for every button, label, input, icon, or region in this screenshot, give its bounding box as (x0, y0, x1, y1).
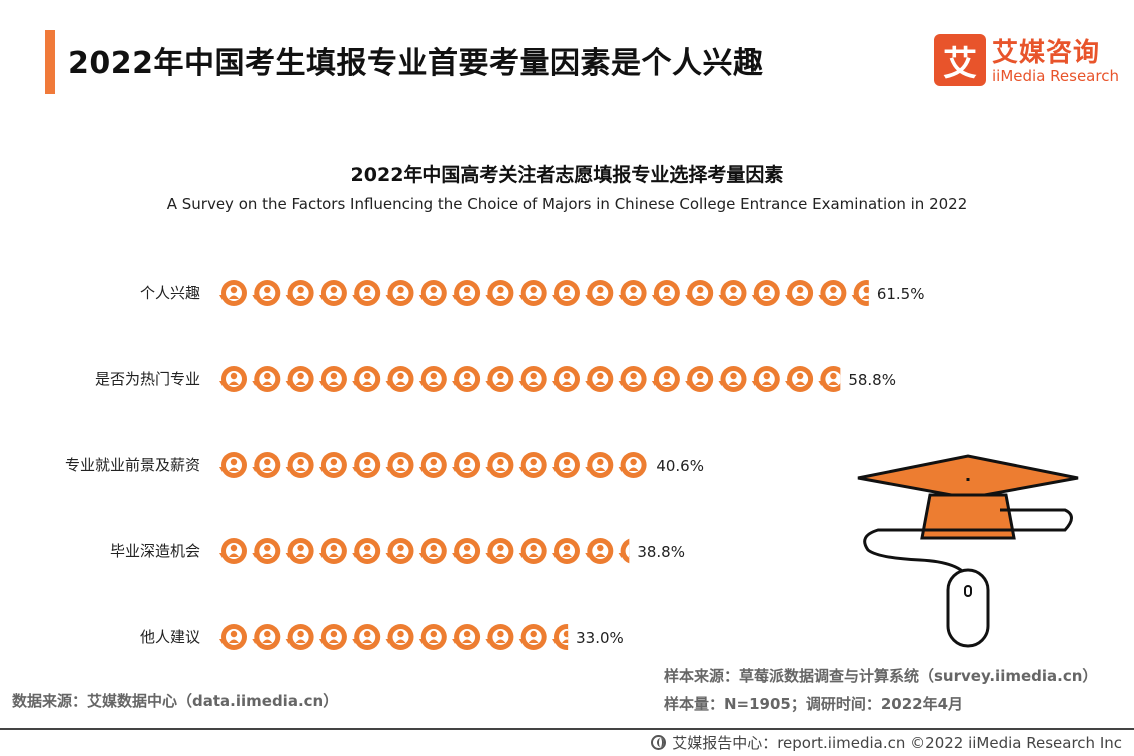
pictogram-bar (219, 366, 841, 392)
footer: 艾媒报告中心：report.iimedia.cn ©2022 iiMedia R… (651, 732, 1122, 753)
title-accent-bar (45, 30, 55, 94)
footer-text: 艾媒报告中心：report.iimedia.cn ©2022 iiMedia R… (672, 734, 1122, 752)
chart-title: 2022年中国高考关注者志愿填报专业选择考量因素 (350, 164, 784, 186)
footer-divider (0, 728, 1134, 730)
value-label: 58.8% (848, 371, 896, 389)
brand-logo: 艾 艾媒咨询 iiMedia Research (934, 34, 1119, 86)
category-label: 专业就业前景及薪资 (65, 456, 200, 474)
data-source-note: 数据来源：艾媒数据中心（data.iimedia.cn） (12, 692, 339, 710)
sample-source-note: 样本来源：草莓派数据调查与计算系统（survey.iimedia.cn） (664, 667, 1098, 685)
value-label: 33.0% (576, 629, 624, 647)
category-label: 是否为热门专业 (95, 370, 200, 388)
globe-icon (651, 735, 667, 750)
pictogram-bar (219, 452, 647, 478)
sample-size-note: 样本量：N=1905；调研时间：2022年4月 (664, 695, 964, 713)
page-title: 2022年中国考生填报专业首要考量因素是个人兴趣 (68, 46, 764, 81)
value-label: 38.8% (637, 543, 685, 561)
category-label: 他人建议 (140, 628, 200, 646)
pictogram-bar (219, 624, 569, 650)
value-label: 61.5% (877, 285, 925, 303)
chart-subtitle: A Survey on the Factors Influencing the … (166, 195, 968, 213)
logo-name-cn: 艾媒咨询 (992, 38, 1101, 68)
category-label: 个人兴趣 (140, 284, 200, 302)
graduation-cap-mouse-icon (857, 454, 1079, 648)
category-label: 毕业深造机会 (110, 542, 200, 560)
pictogram-bar (219, 538, 630, 564)
logo-mark-icon: 艾 (934, 34, 986, 86)
logo-name-en: iiMedia Research (992, 67, 1119, 85)
pictogram-bar (219, 280, 869, 306)
value-label: 40.6% (656, 457, 704, 475)
